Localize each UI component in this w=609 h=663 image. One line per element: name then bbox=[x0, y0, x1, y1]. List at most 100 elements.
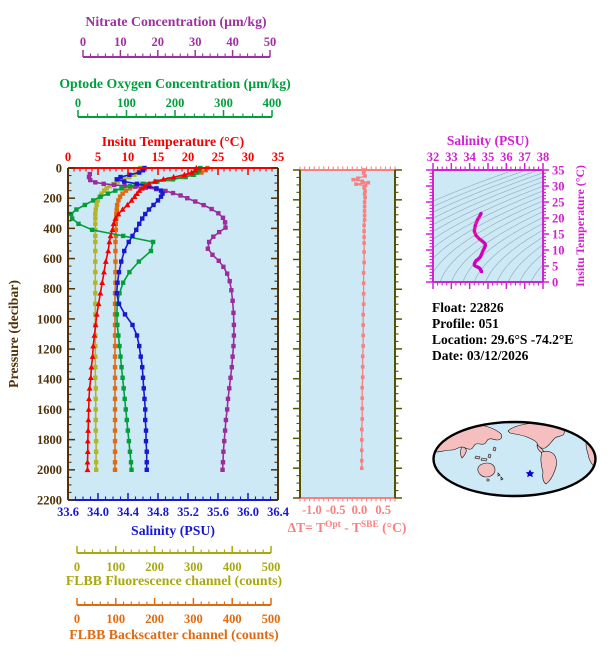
nitrate-ruler: 0 10 20 30 40 50 bbox=[80, 35, 277, 58]
svg-text:300: 300 bbox=[184, 560, 203, 574]
pressure-spine-right bbox=[271, 167, 279, 501]
svg-text:100: 100 bbox=[106, 560, 125, 574]
svg-text:800: 800 bbox=[43, 282, 62, 296]
svg-text:38: 38 bbox=[537, 150, 550, 164]
trace-temperature bbox=[84, 164, 200, 473]
nitrate-axis-title: Nitrate Concentration (µm/kg) bbox=[85, 14, 266, 30]
ts-salinity-spine-bottom bbox=[432, 281, 544, 289]
top-rulers: 0 10 20 30 40 50 0 100 200 300 400 bbox=[75, 35, 282, 118]
svg-text:1800: 1800 bbox=[37, 433, 62, 447]
svg-text:0.0: 0.0 bbox=[352, 503, 368, 517]
salinity-spine: 33.6 34.0 34.4 34.8 35.2 35.6 36.0 36.4 bbox=[57, 493, 290, 519]
islands-new-zealand bbox=[486, 472, 504, 482]
svg-text:0: 0 bbox=[552, 275, 558, 289]
delta-t-plot: -1.0 -0.5 0.0 0.5 bbox=[293, 166, 402, 517]
delta-t-spine-right bbox=[394, 169, 402, 499]
svg-text:30: 30 bbox=[552, 179, 565, 193]
svg-text:35.2: 35.2 bbox=[177, 505, 199, 519]
svg-text:5: 5 bbox=[95, 150, 101, 164]
svg-text:10: 10 bbox=[114, 35, 127, 49]
svg-text:20: 20 bbox=[182, 150, 195, 164]
svg-text:33: 33 bbox=[445, 150, 458, 164]
svg-text:500: 500 bbox=[262, 612, 281, 626]
float-info: Float: 22826 Profile: 051 Location: 29.6… bbox=[432, 300, 573, 363]
svg-text:30: 30 bbox=[242, 150, 255, 164]
bottom-rulers: 0 100 200 300 400 500 0 100 200 300 400 500 bbox=[74, 546, 281, 626]
svg-text:0.5: 0.5 bbox=[375, 503, 391, 517]
fluorescence-ruler: 0 100 200 300 400 500 bbox=[74, 546, 281, 574]
svg-text:2000: 2000 bbox=[37, 463, 62, 477]
backscatter-ruler: 0 100 200 300 400 500 bbox=[74, 598, 281, 626]
svg-text:0: 0 bbox=[74, 560, 80, 574]
pressure-spine-left: 0 200 400 600 800 1000 1200 1400 1600 1800 2000 220… bbox=[37, 161, 75, 507]
svg-text:30: 30 bbox=[189, 35, 202, 49]
svg-text:37: 37 bbox=[518, 150, 531, 164]
delta-t-spine-bottom: -1.0 -0.5 0.0 0.5 bbox=[299, 497, 396, 517]
svg-text:35: 35 bbox=[272, 150, 285, 164]
svg-text:0: 0 bbox=[80, 35, 86, 49]
svg-text:400: 400 bbox=[223, 612, 242, 626]
continent-south-america bbox=[540, 450, 557, 485]
info-line-date: Date: 03/12/2026 bbox=[432, 348, 529, 363]
fluorescence-axis-title: FLBB Fluorescence channel (counts) bbox=[66, 573, 282, 589]
svg-text:400: 400 bbox=[263, 96, 282, 110]
svg-text:36: 36 bbox=[500, 150, 513, 164]
svg-text:500: 500 bbox=[262, 560, 281, 574]
svg-text:40: 40 bbox=[226, 35, 239, 49]
svg-text:1400: 1400 bbox=[37, 373, 62, 387]
svg-text:15: 15 bbox=[552, 227, 565, 241]
world-map bbox=[432, 420, 597, 498]
oxygen-axis-title: Optode Oxygen Concentration (µm/kg) bbox=[59, 76, 290, 92]
continent-australia bbox=[477, 462, 496, 478]
svg-text:0: 0 bbox=[75, 96, 81, 110]
svg-text:400: 400 bbox=[43, 222, 62, 236]
svg-text:0: 0 bbox=[56, 161, 62, 175]
islands-indonesia bbox=[474, 446, 497, 462]
svg-text:34: 34 bbox=[463, 150, 476, 164]
svg-text:50: 50 bbox=[264, 35, 277, 49]
continent-india bbox=[460, 446, 467, 459]
svg-text:35.6: 35.6 bbox=[207, 505, 229, 519]
svg-text:34.4: 34.4 bbox=[117, 505, 140, 519]
svg-text:10: 10 bbox=[122, 150, 135, 164]
float-location-star bbox=[525, 469, 535, 478]
svg-text:1000: 1000 bbox=[37, 312, 62, 326]
pressure-axis-title: Pressure (decibar) bbox=[6, 280, 22, 388]
svg-text:1200: 1200 bbox=[37, 342, 62, 356]
ts-salinity-spine-top: 32 33 34 35 36 37 38 bbox=[427, 150, 550, 171]
svg-text:200: 200 bbox=[43, 192, 62, 206]
svg-text:10: 10 bbox=[552, 243, 565, 257]
svg-text:33.6: 33.6 bbox=[57, 505, 79, 519]
svg-text:35: 35 bbox=[552, 163, 565, 177]
svg-text:0: 0 bbox=[65, 150, 71, 164]
svg-text:20: 20 bbox=[552, 211, 565, 225]
world-map-border bbox=[432, 420, 597, 498]
info-line-float: Float: 22826 bbox=[432, 300, 504, 315]
svg-text:300: 300 bbox=[184, 612, 203, 626]
info-line-profile: Profile: 051 bbox=[432, 316, 499, 331]
svg-text:25: 25 bbox=[552, 195, 565, 209]
delta-t-spine-left bbox=[293, 169, 301, 499]
svg-text:200: 200 bbox=[166, 96, 185, 110]
temperature-axis-title: Insitu Temperature (°C) bbox=[102, 134, 244, 150]
continent-europe-right-edge bbox=[577, 426, 596, 436]
ts-salinity-axis-title: Salinity (PSU) bbox=[447, 133, 529, 148]
svg-text:5: 5 bbox=[552, 259, 558, 273]
svg-text:300: 300 bbox=[214, 96, 233, 110]
svg-text:34.0: 34.0 bbox=[87, 505, 109, 519]
ts-trace bbox=[472, 211, 488, 274]
svg-text:100: 100 bbox=[106, 612, 125, 626]
svg-text:-1.0: -1.0 bbox=[302, 503, 322, 517]
svg-text:600: 600 bbox=[43, 252, 62, 266]
svg-text:2200: 2200 bbox=[37, 493, 62, 507]
svg-text:100: 100 bbox=[117, 96, 136, 110]
ts-temperature-axis-title: Insitu Temperature (°C) bbox=[573, 165, 587, 287]
svg-text:400: 400 bbox=[223, 560, 242, 574]
svg-text:-0.5: -0.5 bbox=[326, 503, 346, 517]
svg-text:25: 25 bbox=[212, 150, 225, 164]
svg-text:200: 200 bbox=[145, 560, 164, 574]
svg-text:35: 35 bbox=[482, 150, 495, 164]
svg-text:36.4: 36.4 bbox=[267, 505, 290, 519]
